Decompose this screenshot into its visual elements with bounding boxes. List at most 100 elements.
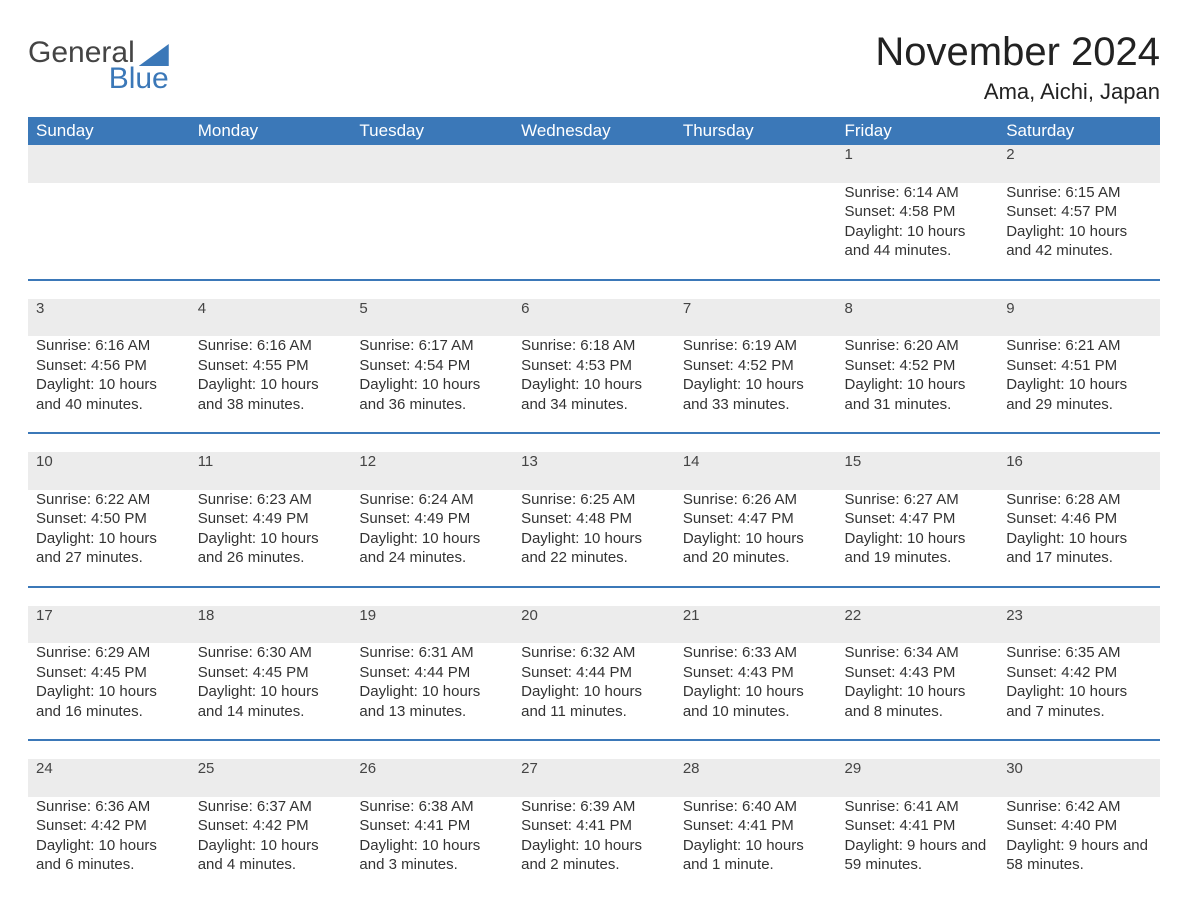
sunset-text: Sunset: 4:43 PM: [845, 663, 991, 683]
daylight-text: Daylight: 10 hours and 29 minutes.: [1006, 375, 1152, 414]
sunset-text: Sunset: 4:47 PM: [683, 509, 829, 529]
daylight-text: Daylight: 10 hours and 42 minutes.: [1006, 222, 1152, 261]
sunset-text: Sunset: 4:52 PM: [845, 356, 991, 376]
day-number: 23: [998, 606, 1160, 644]
day-number: 2: [998, 145, 1160, 183]
weekday-header-row: SundayMondayTuesdayWednesdayThursdayFrid…: [28, 117, 1160, 145]
daylight-text: Daylight: 9 hours and 58 minutes.: [1006, 836, 1152, 875]
sunrise-text: Sunrise: 6:38 AM: [359, 797, 505, 817]
day-number: 22: [837, 606, 999, 644]
day-number: 9: [998, 299, 1160, 337]
daylight-text: Daylight: 10 hours and 13 minutes.: [359, 682, 505, 721]
sunset-text: Sunset: 4:44 PM: [521, 663, 667, 683]
sunset-text: Sunset: 4:53 PM: [521, 356, 667, 376]
sunrise-text: Sunrise: 6:23 AM: [198, 490, 344, 510]
sunset-text: Sunset: 4:42 PM: [36, 816, 182, 836]
sunrise-text: Sunrise: 6:26 AM: [683, 490, 829, 510]
sunset-text: Sunset: 4:55 PM: [198, 356, 344, 376]
sunset-text: Sunset: 4:42 PM: [198, 816, 344, 836]
empty-cell: [28, 183, 190, 280]
day-detail: Sunrise: 6:20 AMSunset: 4:52 PMDaylight:…: [837, 336, 999, 433]
day-number: 29: [837, 759, 999, 797]
day-detail: Sunrise: 6:27 AMSunset: 4:47 PMDaylight:…: [837, 490, 999, 587]
day-detail: Sunrise: 6:35 AMSunset: 4:42 PMDaylight:…: [998, 643, 1160, 740]
day-detail: Sunrise: 6:41 AMSunset: 4:41 PMDaylight:…: [837, 797, 999, 893]
weekday-header: Wednesday: [513, 117, 675, 145]
daylight-text: Daylight: 10 hours and 26 minutes.: [198, 529, 344, 568]
day-number: 17: [28, 606, 190, 644]
sunset-text: Sunset: 4:47 PM: [845, 509, 991, 529]
day-detail: Sunrise: 6:37 AMSunset: 4:42 PMDaylight:…: [190, 797, 352, 893]
day-number: 14: [675, 452, 837, 490]
day-number-row: 10111213141516: [28, 452, 1160, 490]
daylight-text: Daylight: 10 hours and 3 minutes.: [359, 836, 505, 875]
day-number-row: 24252627282930: [28, 759, 1160, 797]
day-detail-row: Sunrise: 6:29 AMSunset: 4:45 PMDaylight:…: [28, 643, 1160, 740]
weekday-header: Monday: [190, 117, 352, 145]
day-number-row: 3456789: [28, 299, 1160, 337]
daylight-text: Daylight: 10 hours and 7 minutes.: [1006, 682, 1152, 721]
sunrise-text: Sunrise: 6:37 AM: [198, 797, 344, 817]
day-number: 5: [351, 299, 513, 337]
sunset-text: Sunset: 4:41 PM: [521, 816, 667, 836]
day-detail: Sunrise: 6:23 AMSunset: 4:49 PMDaylight:…: [190, 490, 352, 587]
flag-icon: [139, 44, 169, 66]
day-detail: Sunrise: 6:17 AMSunset: 4:54 PMDaylight:…: [351, 336, 513, 433]
sunrise-text: Sunrise: 6:17 AM: [359, 336, 505, 356]
sunrise-text: Sunrise: 6:30 AM: [198, 643, 344, 663]
daylight-text: Daylight: 10 hours and 1 minute.: [683, 836, 829, 875]
sunset-text: Sunset: 4:49 PM: [359, 509, 505, 529]
day-detail: Sunrise: 6:16 AMSunset: 4:56 PMDaylight:…: [28, 336, 190, 433]
day-number-row: 12: [28, 145, 1160, 183]
sunset-text: Sunset: 4:44 PM: [359, 663, 505, 683]
sunrise-text: Sunrise: 6:14 AM: [845, 183, 991, 203]
calendar-table: SundayMondayTuesdayWednesdayThursdayFrid…: [28, 117, 1160, 893]
empty-cell: [675, 145, 837, 183]
sunrise-text: Sunrise: 6:35 AM: [1006, 643, 1152, 663]
week-separator: [28, 587, 1160, 606]
sunset-text: Sunset: 4:56 PM: [36, 356, 182, 376]
daylight-text: Daylight: 10 hours and 17 minutes.: [1006, 529, 1152, 568]
sunrise-text: Sunrise: 6:19 AM: [683, 336, 829, 356]
empty-cell: [190, 145, 352, 183]
month-title: November 2024: [875, 30, 1160, 75]
day-detail: Sunrise: 6:15 AMSunset: 4:57 PMDaylight:…: [998, 183, 1160, 280]
sunset-text: Sunset: 4:41 PM: [845, 816, 991, 836]
day-detail: Sunrise: 6:14 AMSunset: 4:58 PMDaylight:…: [837, 183, 999, 280]
sunset-text: Sunset: 4:54 PM: [359, 356, 505, 376]
day-number: 3: [28, 299, 190, 337]
sunset-text: Sunset: 4:42 PM: [1006, 663, 1152, 683]
day-number: 30: [998, 759, 1160, 797]
day-number: 7: [675, 299, 837, 337]
empty-cell: [351, 145, 513, 183]
daylight-text: Daylight: 10 hours and 34 minutes.: [521, 375, 667, 414]
sunrise-text: Sunrise: 6:24 AM: [359, 490, 505, 510]
day-number: 19: [351, 606, 513, 644]
sunset-text: Sunset: 4:52 PM: [683, 356, 829, 376]
empty-cell: [28, 145, 190, 183]
sunset-text: Sunset: 4:50 PM: [36, 509, 182, 529]
daylight-text: Daylight: 10 hours and 22 minutes.: [521, 529, 667, 568]
day-number: 1: [837, 145, 999, 183]
sunrise-text: Sunrise: 6:16 AM: [198, 336, 344, 356]
sunrise-text: Sunrise: 6:20 AM: [845, 336, 991, 356]
day-detail-row: Sunrise: 6:14 AMSunset: 4:58 PMDaylight:…: [28, 183, 1160, 280]
weekday-header: Saturday: [998, 117, 1160, 145]
header: General Blue November 2024 Ama, Aichi, J…: [28, 20, 1160, 113]
daylight-text: Daylight: 10 hours and 2 minutes.: [521, 836, 667, 875]
day-number: 25: [190, 759, 352, 797]
brand-logo: General Blue: [28, 20, 169, 94]
sunset-text: Sunset: 4:41 PM: [683, 816, 829, 836]
weekday-header: Sunday: [28, 117, 190, 145]
day-detail: Sunrise: 6:26 AMSunset: 4:47 PMDaylight:…: [675, 490, 837, 587]
daylight-text: Daylight: 9 hours and 59 minutes.: [845, 836, 991, 875]
sunrise-text: Sunrise: 6:25 AM: [521, 490, 667, 510]
sunset-text: Sunset: 4:40 PM: [1006, 816, 1152, 836]
title-block: November 2024 Ama, Aichi, Japan: [875, 20, 1160, 113]
day-number: 10: [28, 452, 190, 490]
day-detail: Sunrise: 6:18 AMSunset: 4:53 PMDaylight:…: [513, 336, 675, 433]
sunrise-text: Sunrise: 6:32 AM: [521, 643, 667, 663]
daylight-text: Daylight: 10 hours and 44 minutes.: [845, 222, 991, 261]
day-number: 13: [513, 452, 675, 490]
sunrise-text: Sunrise: 6:22 AM: [36, 490, 182, 510]
